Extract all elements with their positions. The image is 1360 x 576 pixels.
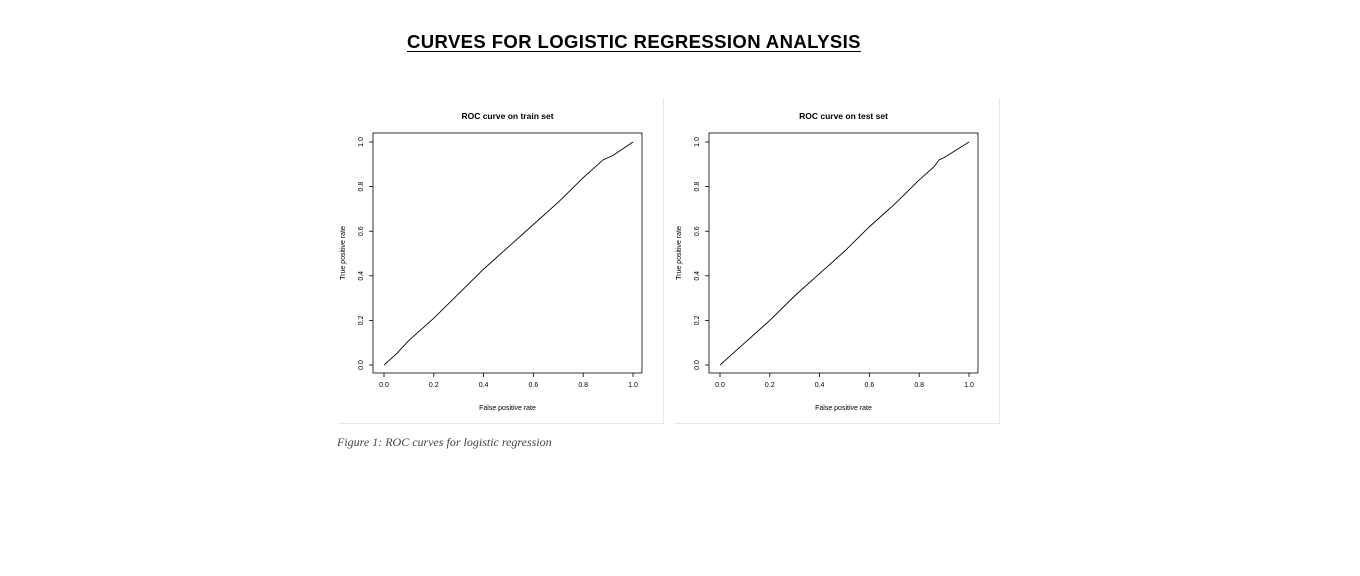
x-tick-label-train-3: 0.6 [529, 382, 539, 389]
x-tick-label-train-1: 0.2 [429, 382, 439, 389]
x-axis-label-test: False positive rate [815, 405, 872, 412]
y-tick-label-test-0: 0.0 [694, 360, 701, 370]
x-tick-label-train-2: 0.4 [479, 382, 489, 389]
figure-caption: Figure 1: ROC curves for logistic regres… [337, 435, 552, 449]
y-tick-label-train-3: 0.6 [358, 226, 365, 236]
plot-frame-test [708, 132, 979, 374]
x-tick-label-test-1: 0.2 [765, 382, 775, 389]
roc-curve-test [719, 141, 970, 366]
y-tick-label-test-5: 1.0 [694, 137, 701, 147]
chart-title-train: ROC curve on train set [461, 111, 553, 121]
chart-title-test: ROC curve on test set [799, 111, 888, 121]
roc-curve-train [383, 141, 634, 366]
y-tick-label-test-3: 0.6 [694, 226, 701, 236]
plot-frame-train [372, 132, 643, 374]
y-tick-label-test-2: 0.4 [694, 271, 701, 281]
roc-test-chart: ROC curve on test set 0.0 0.2 0.4 0.6 0.8 1.0 0… [676, 111, 979, 412]
y-tick-label-train-2: 0.4 [358, 271, 365, 281]
y-tick-label-train-0: 0.0 [358, 360, 365, 370]
x-axis-label-train: False positive rate [479, 405, 536, 412]
roc-train-chart: ROC curve on train set 0.0 0.2 0.4 0.6 0.8 1.0… [340, 111, 643, 412]
y-axis-label-train: True positive rate [340, 226, 347, 280]
roc-train-panel: ROC curve on train set 0.0 0.2 0.4 0.6 0.8 1.0… [337, 97, 663, 423]
x-tick-label-train-0: 0.0 [379, 382, 389, 389]
y-axis-label-test: True positive rate [676, 226, 683, 280]
y-tick-label-train-5: 1.0 [358, 137, 365, 147]
page-heading: CURVES FOR LOGISTIC REGRESSION ANALYSIS [407, 31, 861, 52]
x-tick-label-train-4: 0.8 [578, 382, 588, 389]
x-tick-label-train-5: 1.0 [628, 382, 638, 389]
x-tick-label-test-4: 0.8 [914, 382, 924, 389]
x-tick-label-test-3: 0.6 [865, 382, 875, 389]
x-tick-label-test-2: 0.4 [815, 382, 825, 389]
roc-test-panel: ROC curve on test set 0.0 0.2 0.4 0.6 0.8 1.0 0… [673, 97, 999, 423]
x-tick-label-test-5: 1.0 [964, 382, 974, 389]
y-tick-label-train-4: 0.8 [358, 182, 365, 192]
y-tick-label-train-1: 0.2 [358, 315, 365, 325]
y-tick-label-test-1: 0.2 [694, 315, 701, 325]
x-tick-label-test-0: 0.0 [715, 382, 725, 389]
y-tick-label-test-4: 0.8 [694, 182, 701, 192]
